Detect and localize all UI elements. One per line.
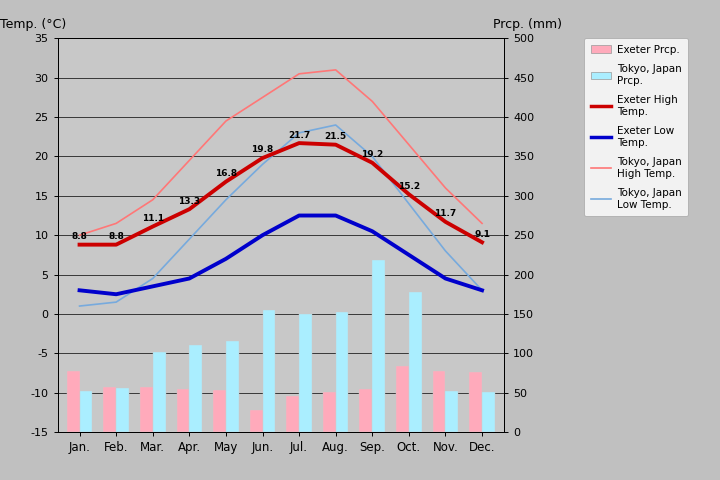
Bar xyxy=(140,387,153,432)
Bar xyxy=(469,372,482,432)
Bar xyxy=(409,292,422,432)
Text: 16.8: 16.8 xyxy=(215,169,237,178)
Text: 21.5: 21.5 xyxy=(325,132,347,141)
Bar xyxy=(372,260,385,432)
Bar xyxy=(189,346,202,432)
Text: 8.8: 8.8 xyxy=(71,232,88,241)
Text: 13.3: 13.3 xyxy=(179,197,200,205)
Bar xyxy=(250,410,263,432)
Text: 11.1: 11.1 xyxy=(142,214,163,223)
Text: 8.8: 8.8 xyxy=(108,232,124,241)
Bar xyxy=(323,392,336,432)
Bar xyxy=(287,396,299,432)
Bar xyxy=(226,341,239,432)
Text: 19.8: 19.8 xyxy=(251,145,274,155)
Text: 15.2: 15.2 xyxy=(398,182,420,191)
Bar xyxy=(299,314,312,432)
Bar xyxy=(153,352,166,432)
Text: 11.7: 11.7 xyxy=(434,209,456,218)
Bar xyxy=(67,371,79,432)
Bar xyxy=(116,388,129,432)
Text: Temp. (°C): Temp. (°C) xyxy=(0,18,66,31)
Bar xyxy=(79,391,92,432)
Bar xyxy=(482,392,495,432)
Legend: Exeter Prcp., Tokyo, Japan
Prcp., Exeter High
Temp., Exeter Low
Temp., Tokyo, Ja: Exeter Prcp., Tokyo, Japan Prcp., Exeter… xyxy=(585,38,688,216)
Bar xyxy=(359,389,372,432)
Bar xyxy=(104,387,116,432)
Bar xyxy=(433,372,446,432)
Bar xyxy=(446,391,458,432)
Text: Prcp. (mm): Prcp. (mm) xyxy=(493,18,562,31)
Text: 9.1: 9.1 xyxy=(474,230,490,239)
Text: 19.2: 19.2 xyxy=(361,150,384,159)
Bar xyxy=(396,366,409,432)
Bar xyxy=(336,312,348,432)
Bar xyxy=(176,389,189,432)
Bar xyxy=(213,390,226,432)
Bar xyxy=(263,310,275,432)
Text: 21.7: 21.7 xyxy=(288,131,310,140)
